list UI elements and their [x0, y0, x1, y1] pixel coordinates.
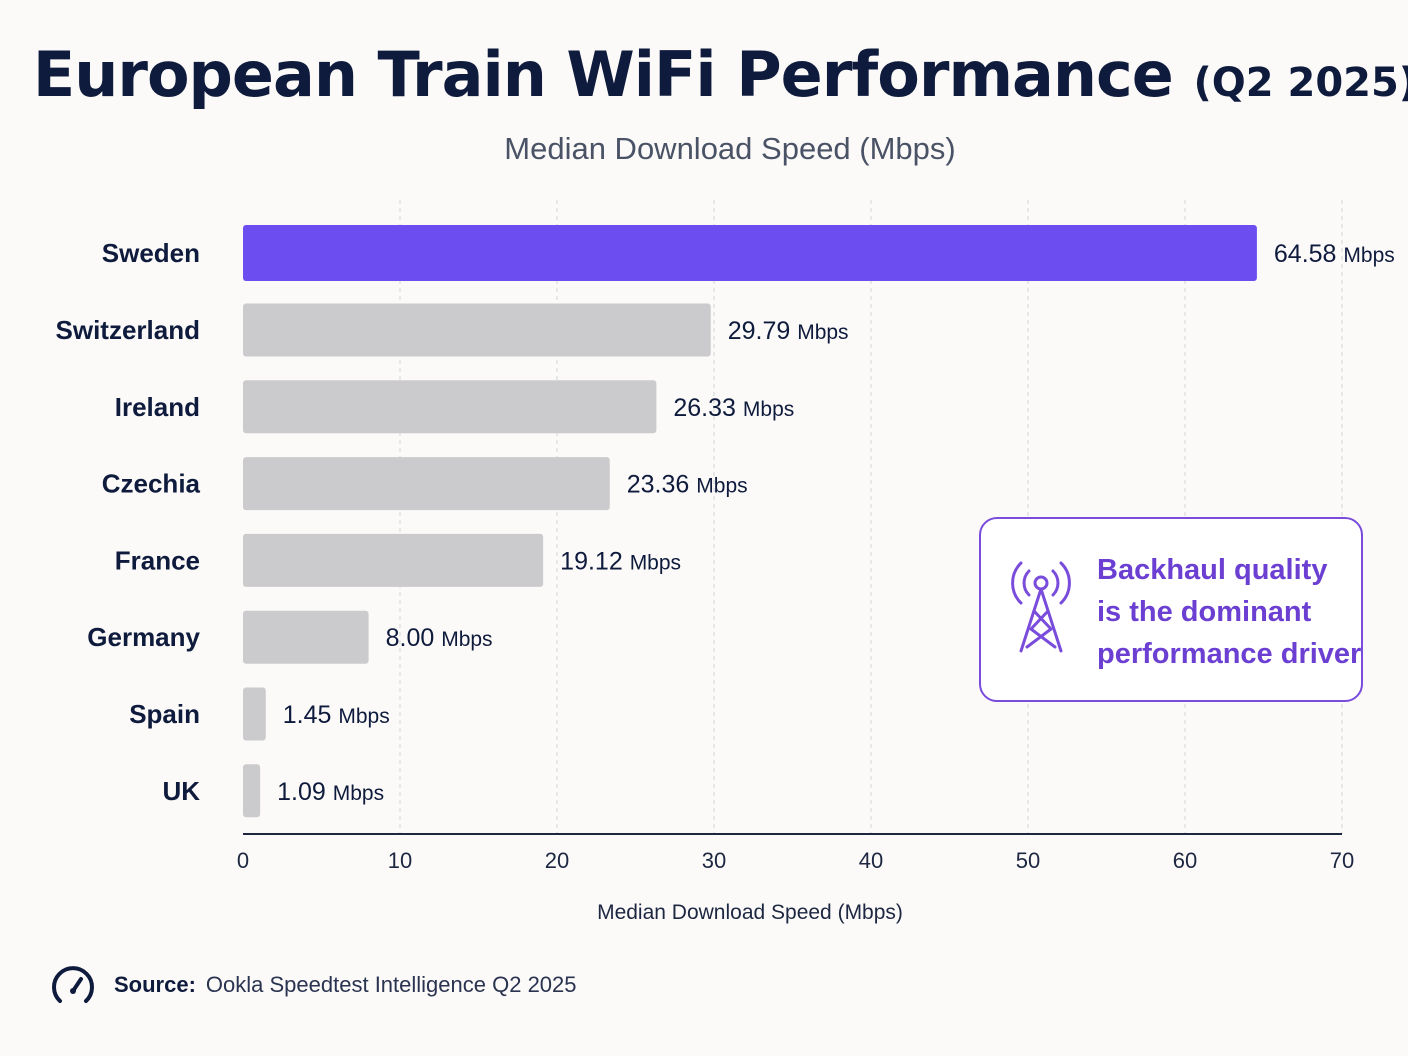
- chart-title-period: (Q2 2025): [1193, 60, 1408, 106]
- x-tick-label: 20: [545, 848, 569, 873]
- bar: [243, 457, 610, 511]
- value-label: 1.45 Mbps: [283, 701, 390, 729]
- category-label: France: [115, 545, 200, 575]
- callout-line-1: Backhaul quality: [1097, 554, 1328, 586]
- x-tick-labels: 0 10 20 30 40 50 60 70: [237, 848, 1354, 873]
- value-unit: Mbps: [338, 705, 389, 728]
- value-label: 19.12 Mbps: [560, 547, 681, 575]
- value-unit: Mbps: [1343, 244, 1394, 267]
- chart-title: European Train WiFi Performance (Q2 2025…: [0, 38, 1408, 111]
- category-label: Ireland: [115, 392, 200, 422]
- x-tick-label: 50: [1016, 848, 1040, 873]
- value-unit: Mbps: [797, 321, 848, 344]
- category-label: Spain: [129, 699, 200, 729]
- x-axis-title: Median Download Speed (Mbps): [597, 901, 903, 924]
- value-unit: Mbps: [743, 398, 794, 421]
- source-text: Ookla Speedtest Intelligence Q2 2025: [205, 972, 577, 997]
- category-label: Germany: [87, 622, 200, 652]
- x-tick-label: 0: [237, 848, 249, 873]
- x-tick-label: 70: [1330, 848, 1354, 873]
- speedometer-icon: [52, 966, 94, 1003]
- bar: [243, 380, 657, 434]
- category-label: UK: [162, 776, 200, 806]
- x-tick-label: 10: [388, 848, 412, 873]
- bars: [243, 225, 1257, 818]
- value-label: 29.79 Mbps: [728, 317, 849, 345]
- source-footer: Source: Ookla Speedtest Intelligence Q2 …: [50, 962, 577, 1008]
- chart-subtitle: Median Download Speed (Mbps): [504, 131, 956, 166]
- value-label: 64.58 Mbps: [1274, 240, 1395, 268]
- value-unit: Mbps: [333, 782, 384, 805]
- x-tick-label: 30: [702, 848, 726, 873]
- value-unit: Mbps: [441, 628, 492, 651]
- value-unit: Mbps: [630, 551, 681, 574]
- callout-text: Backhaul quality is the dominant perform…: [1097, 549, 1362, 675]
- value-label: 1.09 Mbps: [277, 778, 384, 806]
- bar-chart: Sweden Switzerland Ireland Czechia France Ger…: [56, 200, 1395, 924]
- category-labels: Sweden Switzerland Ireland Czechia France Ger…: [56, 238, 201, 806]
- callout-line-2: is the dominant: [1097, 596, 1312, 628]
- category-label: Switzerland: [56, 315, 200, 345]
- bar: [243, 764, 261, 818]
- callout-line-3: performance driver: [1097, 638, 1362, 670]
- bar: [243, 303, 711, 357]
- source-label: Source:: [114, 972, 196, 997]
- x-tick-label: 40: [859, 848, 883, 873]
- value-labels: 64.58 Mbps 29.79 Mbps 26.33 Mbps 23.36 Mbps…: [277, 240, 1395, 806]
- cell-tower-icon: [1011, 561, 1071, 653]
- value-label: 26.33 Mbps: [673, 394, 794, 422]
- value-label: 23.36 Mbps: [627, 471, 748, 499]
- chart-title-main: European Train WiFi Performance: [32, 38, 1174, 111]
- insight-callout: Backhaul quality is the dominant perform…: [979, 517, 1363, 702]
- category-label: Sweden: [102, 238, 200, 268]
- value-unit: Mbps: [696, 475, 747, 498]
- bar: [243, 687, 266, 741]
- bar: [243, 533, 544, 587]
- bar: [243, 610, 369, 664]
- value-label: 8.00 Mbps: [386, 624, 493, 652]
- x-tick-label: 60: [1173, 848, 1197, 873]
- category-label: Czechia: [102, 469, 201, 499]
- bar: [243, 225, 1257, 281]
